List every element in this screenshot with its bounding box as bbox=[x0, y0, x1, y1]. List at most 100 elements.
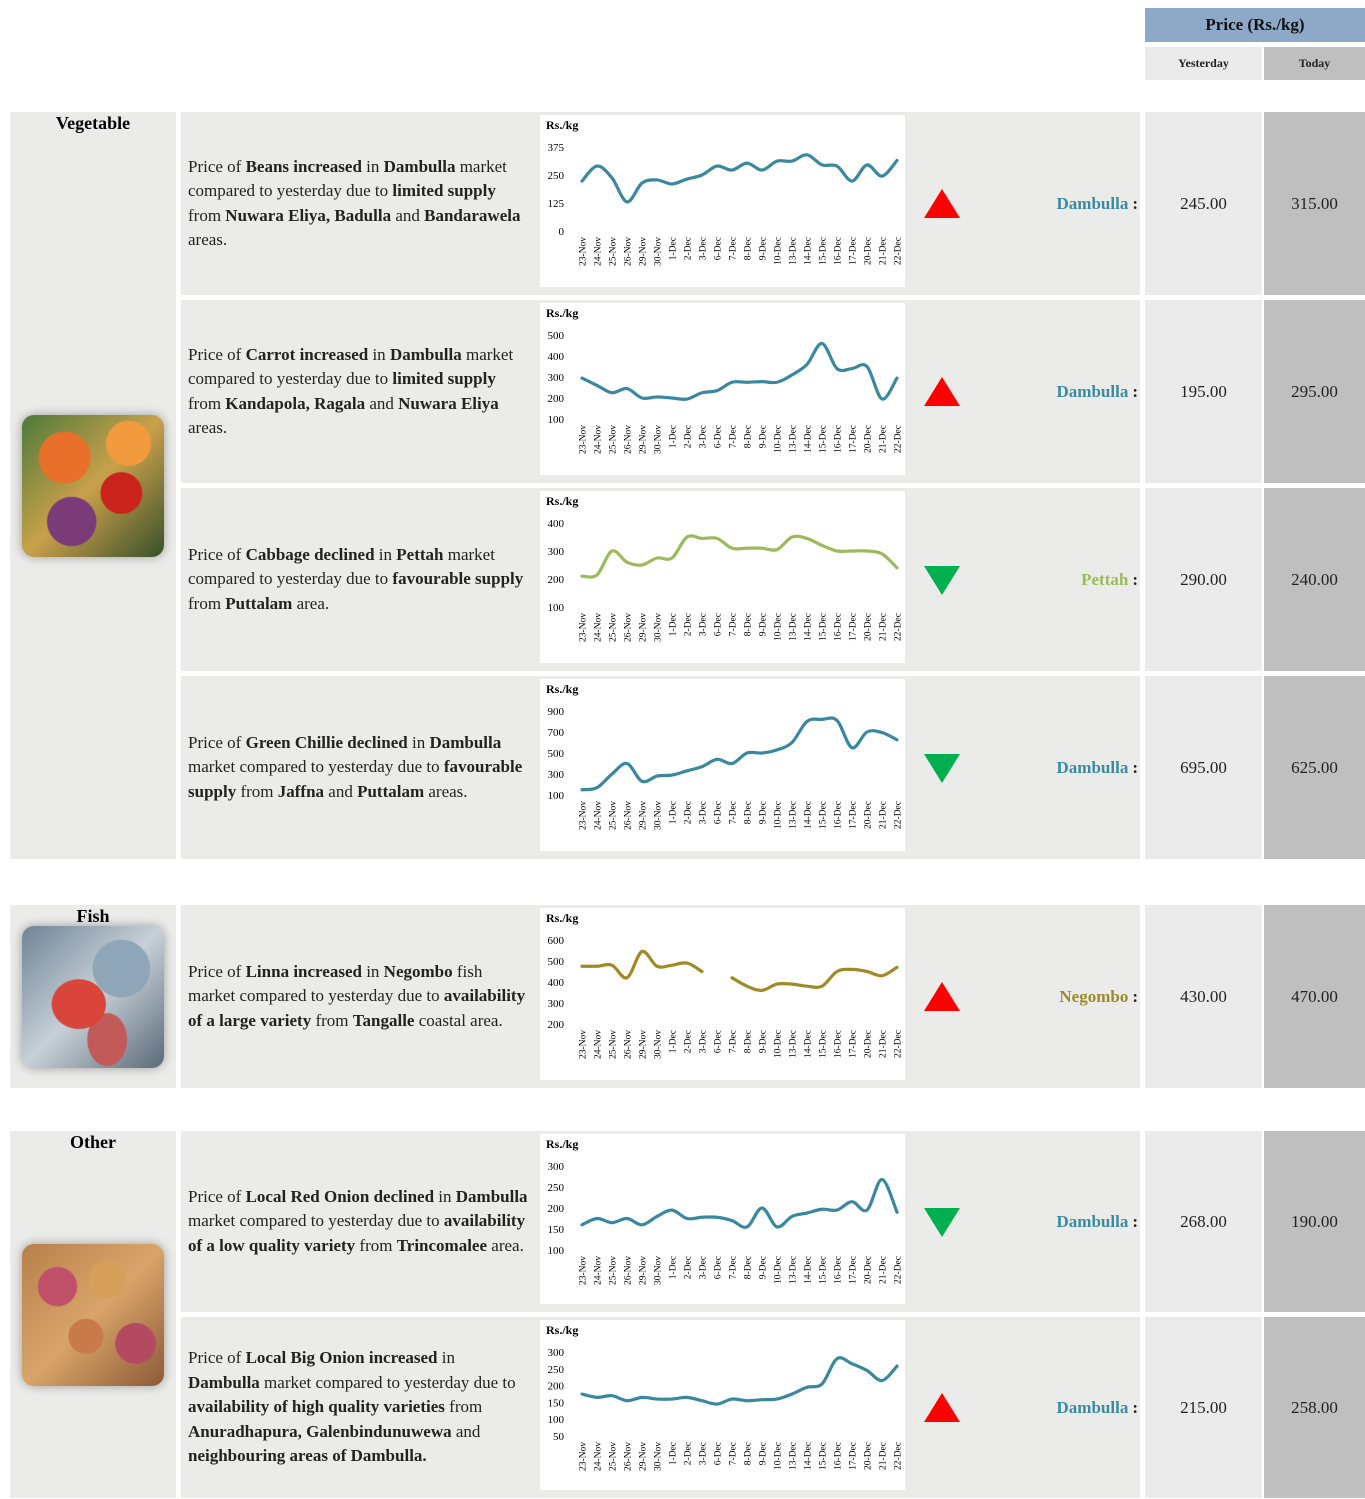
x-tick-label: 17-Dec bbox=[849, 425, 859, 453]
mini-chart: Rs./kg10020030040023-Nov24-Nov25-Nov26-N… bbox=[540, 491, 905, 663]
x-tick-label: 13-Dec bbox=[789, 613, 799, 641]
x-tick-label: 24-Nov bbox=[594, 1442, 604, 1471]
mini-chart: Rs./kg10020030040050023-Nov24-Nov25-Nov2… bbox=[540, 303, 905, 475]
y-tick-label: 375 bbox=[548, 142, 565, 154]
y-tick-label: 900 bbox=[548, 706, 565, 718]
market-name: Pettah bbox=[1081, 570, 1128, 590]
market-separator: : bbox=[1132, 570, 1138, 590]
market-separator: : bbox=[1132, 382, 1138, 402]
bold-text: limited supply bbox=[392, 181, 495, 200]
text: in bbox=[434, 1187, 456, 1206]
bold-text: Dambulla bbox=[429, 733, 501, 752]
x-tick-label: 24-Nov bbox=[594, 425, 604, 454]
trend-arrow-icon bbox=[922, 1391, 962, 1425]
x-tick-label: 23-Nov bbox=[579, 1030, 589, 1059]
trend-arrow-icon bbox=[922, 563, 962, 597]
x-tick-label: 1-Dec bbox=[669, 613, 679, 636]
description-text: Price of Cabbage declined in Pettah mark… bbox=[188, 543, 528, 617]
bold-text: Negombo bbox=[384, 962, 453, 981]
x-tick-label: 13-Dec bbox=[789, 1256, 799, 1284]
section-column: Other bbox=[10, 1131, 176, 1498]
text: market compared to yesterday due to bbox=[188, 1211, 444, 1230]
x-tick-label: 17-Dec bbox=[849, 801, 859, 829]
price-line bbox=[582, 343, 897, 399]
x-tick-label: 7-Dec bbox=[729, 1442, 739, 1465]
x-tick-label: 29-Nov bbox=[639, 1256, 649, 1285]
x-tick-label: 13-Dec bbox=[789, 425, 799, 453]
mini-chart: Rs./kg10015020025030023-Nov24-Nov25-Nov2… bbox=[540, 1134, 905, 1304]
bold-text: limited supply bbox=[392, 369, 495, 388]
x-tick-label: 15-Dec bbox=[819, 613, 829, 641]
price-header: Price (Rs./kg) bbox=[1145, 8, 1365, 42]
x-tick-label: 25-Nov bbox=[609, 1442, 619, 1471]
y-tick-label: 250 bbox=[548, 1364, 565, 1376]
description-text: Price of Local Big Onion increased in Da… bbox=[188, 1346, 528, 1469]
x-tick-label: 21-Dec bbox=[879, 1256, 889, 1284]
description-text: Price of Linna increased in Negombo fish… bbox=[188, 960, 528, 1034]
text: and bbox=[324, 782, 357, 801]
description-text: Price of Carrot increased in Dambulla ma… bbox=[188, 343, 528, 441]
text: area. bbox=[487, 1236, 524, 1255]
market-separator: : bbox=[1132, 194, 1138, 214]
x-tick-label: 26-Nov bbox=[624, 801, 634, 830]
bold-text: availability of high quality varieties bbox=[188, 1397, 445, 1416]
x-tick-label: 1-Dec bbox=[669, 801, 679, 824]
y-axis-label: Rs./kg bbox=[546, 1137, 578, 1151]
x-tick-label: 20-Dec bbox=[864, 425, 874, 453]
x-tick-label: 25-Nov bbox=[609, 801, 619, 830]
section-image bbox=[22, 1244, 164, 1386]
y-tick-label: 400 bbox=[548, 518, 565, 530]
down-arrow bbox=[924, 754, 960, 783]
bold-text: Carrot increased bbox=[246, 345, 369, 364]
x-tick-label: 21-Dec bbox=[879, 613, 889, 641]
x-tick-label: 21-Dec bbox=[879, 801, 889, 829]
trend-arrow-icon bbox=[922, 375, 962, 409]
x-tick-label: 1-Dec bbox=[669, 1442, 679, 1465]
x-tick-label: 7-Dec bbox=[729, 613, 739, 636]
text: from bbox=[311, 1011, 353, 1030]
x-tick-label: 6-Dec bbox=[714, 801, 724, 824]
x-tick-label: 10-Dec bbox=[774, 1256, 784, 1284]
x-tick-label: 7-Dec bbox=[729, 425, 739, 448]
bold-text: Dambulla bbox=[456, 1187, 528, 1206]
section-label: Other bbox=[10, 1132, 176, 1153]
text: market compared to yesterday due to bbox=[188, 757, 444, 776]
today-price: 258.00 bbox=[1264, 1317, 1365, 1498]
x-tick-label: 21-Dec bbox=[879, 237, 889, 265]
x-tick-label: 15-Dec bbox=[819, 1442, 829, 1470]
x-tick-label: 8-Dec bbox=[744, 1030, 754, 1053]
x-tick-label: 30-Nov bbox=[654, 1030, 664, 1059]
x-tick-label: 14-Dec bbox=[804, 613, 814, 641]
price-line bbox=[582, 155, 897, 202]
text: from bbox=[445, 1397, 482, 1416]
market: Dambulla: bbox=[960, 300, 1138, 483]
text: and bbox=[452, 1422, 481, 1441]
x-tick-label: 22-Dec bbox=[894, 613, 904, 641]
price-line bbox=[732, 967, 897, 990]
x-tick-label: 14-Dec bbox=[804, 1256, 814, 1284]
section-image bbox=[22, 415, 164, 557]
y-axis-label: Rs./kg bbox=[546, 118, 578, 132]
x-tick-label: 25-Nov bbox=[609, 613, 619, 642]
x-tick-label: 17-Dec bbox=[849, 613, 859, 641]
today-price: 190.00 bbox=[1264, 1131, 1365, 1312]
x-tick-label: 16-Dec bbox=[834, 1442, 844, 1470]
x-tick-label: 25-Nov bbox=[609, 1256, 619, 1285]
text: in bbox=[408, 733, 430, 752]
bold-text: Dambulla bbox=[188, 1373, 260, 1392]
bold-text: Pettah bbox=[396, 545, 443, 564]
x-tick-label: 6-Dec bbox=[714, 1442, 724, 1465]
x-tick-label: 30-Nov bbox=[654, 801, 664, 830]
bold-text: Local Big Onion increased bbox=[246, 1348, 438, 1367]
today-header: Today bbox=[1264, 47, 1365, 80]
y-axis-label: Rs./kg bbox=[546, 494, 578, 508]
today-price: 295.00 bbox=[1264, 300, 1365, 483]
x-tick-label: 24-Nov bbox=[594, 237, 604, 266]
x-tick-label: 17-Dec bbox=[849, 1442, 859, 1470]
description-text: Price of Green Chillie declined in Dambu… bbox=[188, 731, 528, 805]
bold-text: Puttalam bbox=[357, 782, 424, 801]
x-tick-label: 8-Dec bbox=[744, 613, 754, 636]
y-axis-label: Rs./kg bbox=[546, 682, 578, 696]
